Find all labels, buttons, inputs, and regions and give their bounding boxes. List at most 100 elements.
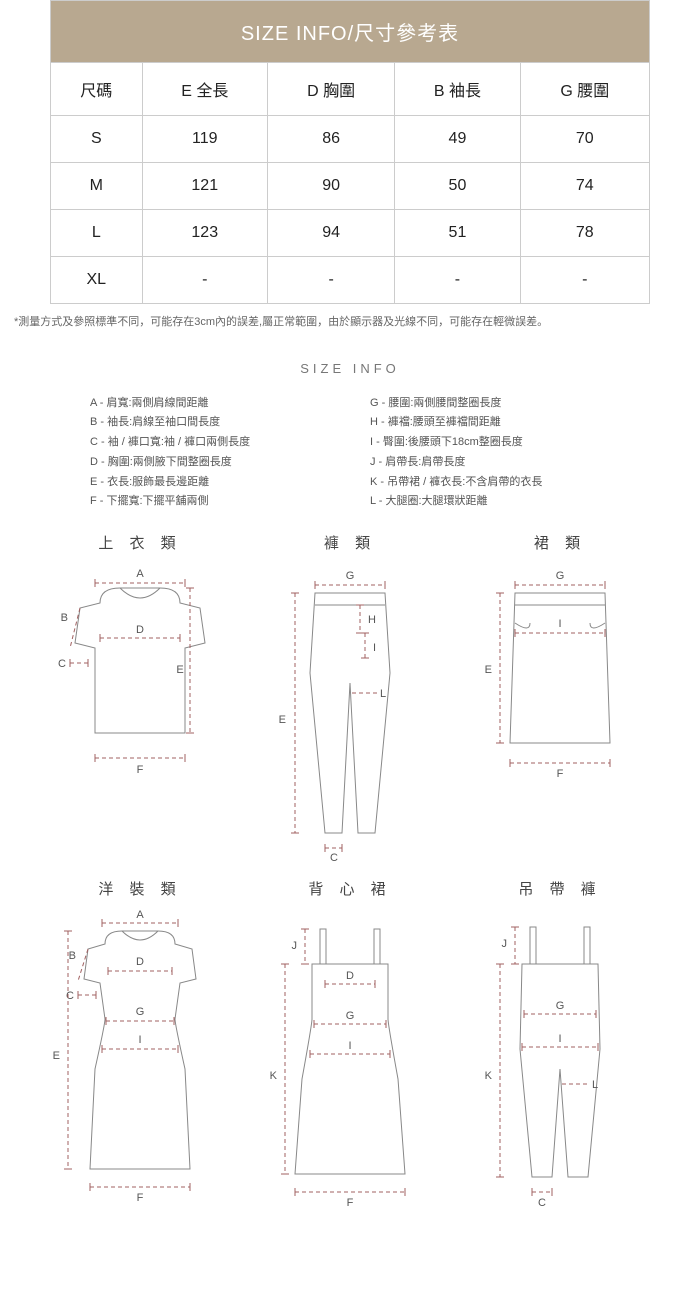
- svg-text:D: D: [346, 970, 354, 982]
- diagram-top: A D F E B C: [40, 563, 240, 823]
- table-row: S119864970: [51, 116, 650, 163]
- column-header: B 袖長: [395, 63, 520, 116]
- svg-text:G: G: [556, 1000, 565, 1012]
- svg-text:L: L: [380, 688, 386, 700]
- diagram-dress: A B C D G I E F: [40, 909, 240, 1209]
- table-cell: L: [51, 210, 143, 257]
- diagram-grid: 上 衣 類 A D F E B C 褲 類 G H I L E C 裙 類 G …: [0, 522, 700, 1224]
- svg-text:K: K: [485, 1070, 493, 1082]
- svg-text:C: C: [330, 852, 338, 863]
- table-cell: 123: [142, 210, 267, 257]
- svg-text:A: A: [136, 909, 144, 921]
- column-header: 尺碼: [51, 63, 143, 116]
- table-cell: S: [51, 116, 143, 163]
- svg-text:B: B: [61, 612, 68, 624]
- diagram-cell: 褲 類 G H I L E C: [250, 532, 450, 868]
- diagram-title: 吊 帶 褲: [460, 878, 660, 899]
- footnote-text: *測量方式及參照標準不同，可能存在3cm內的誤差,屬正常範圍，由於顯示器及光線不…: [0, 304, 700, 331]
- svg-text:D: D: [136, 956, 144, 968]
- svg-text:E: E: [176, 664, 183, 676]
- svg-text:J: J: [502, 938, 508, 950]
- svg-text:G: G: [346, 570, 355, 582]
- svg-text:E: E: [53, 1050, 60, 1062]
- legend-item: E - 衣長:服飾最長邊距離: [90, 473, 330, 493]
- svg-text:F: F: [557, 768, 564, 780]
- table-cell: 90: [267, 163, 394, 210]
- column-header: G 腰圍: [520, 63, 649, 116]
- table-cell: 50: [395, 163, 520, 210]
- table-cell: 49: [395, 116, 520, 163]
- diagram-cell: 上 衣 類 A D F E B C: [40, 532, 240, 868]
- diagram-cell: 裙 類 G I E F: [460, 532, 660, 868]
- column-header: E 全長: [142, 63, 267, 116]
- table-cell: 119: [142, 116, 267, 163]
- svg-text:E: E: [485, 664, 492, 676]
- svg-text:F: F: [137, 1192, 144, 1204]
- table-cell: 86: [267, 116, 394, 163]
- svg-text:C: C: [538, 1197, 546, 1209]
- legend-item: L - 大腿圈:大腿環狀距離: [370, 492, 610, 512]
- table-row: L123945178: [51, 210, 650, 257]
- table-cell: -: [142, 257, 267, 304]
- diagram-overalls: J G I L K C: [460, 909, 660, 1209]
- diagram-skirt: G I E F: [460, 563, 660, 783]
- legend-item: C - 袖 / 褲口寬:袖 / 褲口兩側長度: [90, 433, 330, 453]
- table-row: M121905074: [51, 163, 650, 210]
- table-cell: -: [267, 257, 394, 304]
- svg-text:C: C: [58, 658, 66, 670]
- legend-item: D - 胸圍:兩側腋下間整圈長度: [90, 453, 330, 473]
- svg-text:J: J: [292, 940, 298, 952]
- diagram-pants: G H I L E C: [250, 563, 450, 863]
- legend-item: A - 肩寬:兩側肩線間距離: [90, 394, 330, 414]
- table-row: XL----: [51, 257, 650, 304]
- table-cell: -: [520, 257, 649, 304]
- diagram-title: 上 衣 類: [40, 532, 240, 553]
- legend-item: K - 吊帶裙 / 褲衣長:不含肩帶的衣長: [370, 473, 610, 493]
- svg-text:K: K: [270, 1070, 278, 1082]
- svg-text:B: B: [69, 950, 76, 962]
- diagram-title: 背 心 裙: [250, 878, 450, 899]
- column-header: D 胸圍: [267, 63, 394, 116]
- table-cell: 78: [520, 210, 649, 257]
- svg-text:D: D: [136, 624, 144, 636]
- size-table-title: SIZE INFO/尺寸參考表: [50, 0, 650, 62]
- diagram-cell: 背 心 裙 J D G I K F: [250, 878, 450, 1214]
- svg-text:E: E: [279, 714, 286, 726]
- svg-text:I: I: [138, 1034, 141, 1046]
- table-cell: M: [51, 163, 143, 210]
- svg-text:I: I: [558, 1033, 561, 1045]
- svg-text:A: A: [136, 568, 144, 580]
- svg-text:I: I: [348, 1040, 351, 1052]
- legend-item: F - 下擺寬:下擺平舖兩側: [90, 492, 330, 512]
- diagram-title: 褲 類: [250, 532, 450, 553]
- legend-item: J - 肩帶長:肩帶長度: [370, 453, 610, 473]
- legend-item: H - 褲襠:腰頭至褲襠間距離: [370, 413, 610, 433]
- size-info-heading: SIZE INFO: [0, 361, 700, 376]
- diagram-cell: 洋 裝 類 A B C D G I E F: [40, 878, 240, 1214]
- svg-text:G: G: [346, 1010, 355, 1022]
- table-cell: 51: [395, 210, 520, 257]
- svg-text:F: F: [137, 764, 144, 776]
- table-cell: 121: [142, 163, 267, 210]
- size-table: 尺碼E 全長D 胸圍B 袖長G 腰圍 S119864970M121905074L…: [50, 62, 650, 304]
- diagram-cell: 吊 帶 褲 J G I L K C: [460, 878, 660, 1214]
- table-cell: -: [395, 257, 520, 304]
- svg-text:G: G: [136, 1006, 145, 1018]
- legend-item: I - 臀圍:後腰頭下18cm整圈長度: [370, 433, 610, 453]
- diagram-title: 洋 裝 類: [40, 878, 240, 899]
- table-cell: 74: [520, 163, 649, 210]
- svg-text:F: F: [347, 1197, 354, 1209]
- svg-text:C: C: [66, 990, 74, 1002]
- svg-text:H: H: [368, 614, 376, 626]
- table-cell: 94: [267, 210, 394, 257]
- svg-text:I: I: [558, 618, 561, 630]
- legend-item: G - 腰圍:兩側腰間整圈長度: [370, 394, 610, 414]
- diagram-title: 裙 類: [460, 532, 660, 553]
- table-cell: XL: [51, 257, 143, 304]
- legend-item: B - 袖長:肩線至袖口間長度: [90, 413, 330, 433]
- legend-block: A - 肩寬:兩側肩線間距離B - 袖長:肩線至袖口間長度C - 袖 / 褲口寬…: [0, 394, 700, 523]
- svg-text:G: G: [556, 570, 565, 582]
- svg-text:I: I: [373, 642, 376, 654]
- diagram-camidress: J D G I K F: [250, 909, 450, 1209]
- svg-text:L: L: [592, 1079, 598, 1091]
